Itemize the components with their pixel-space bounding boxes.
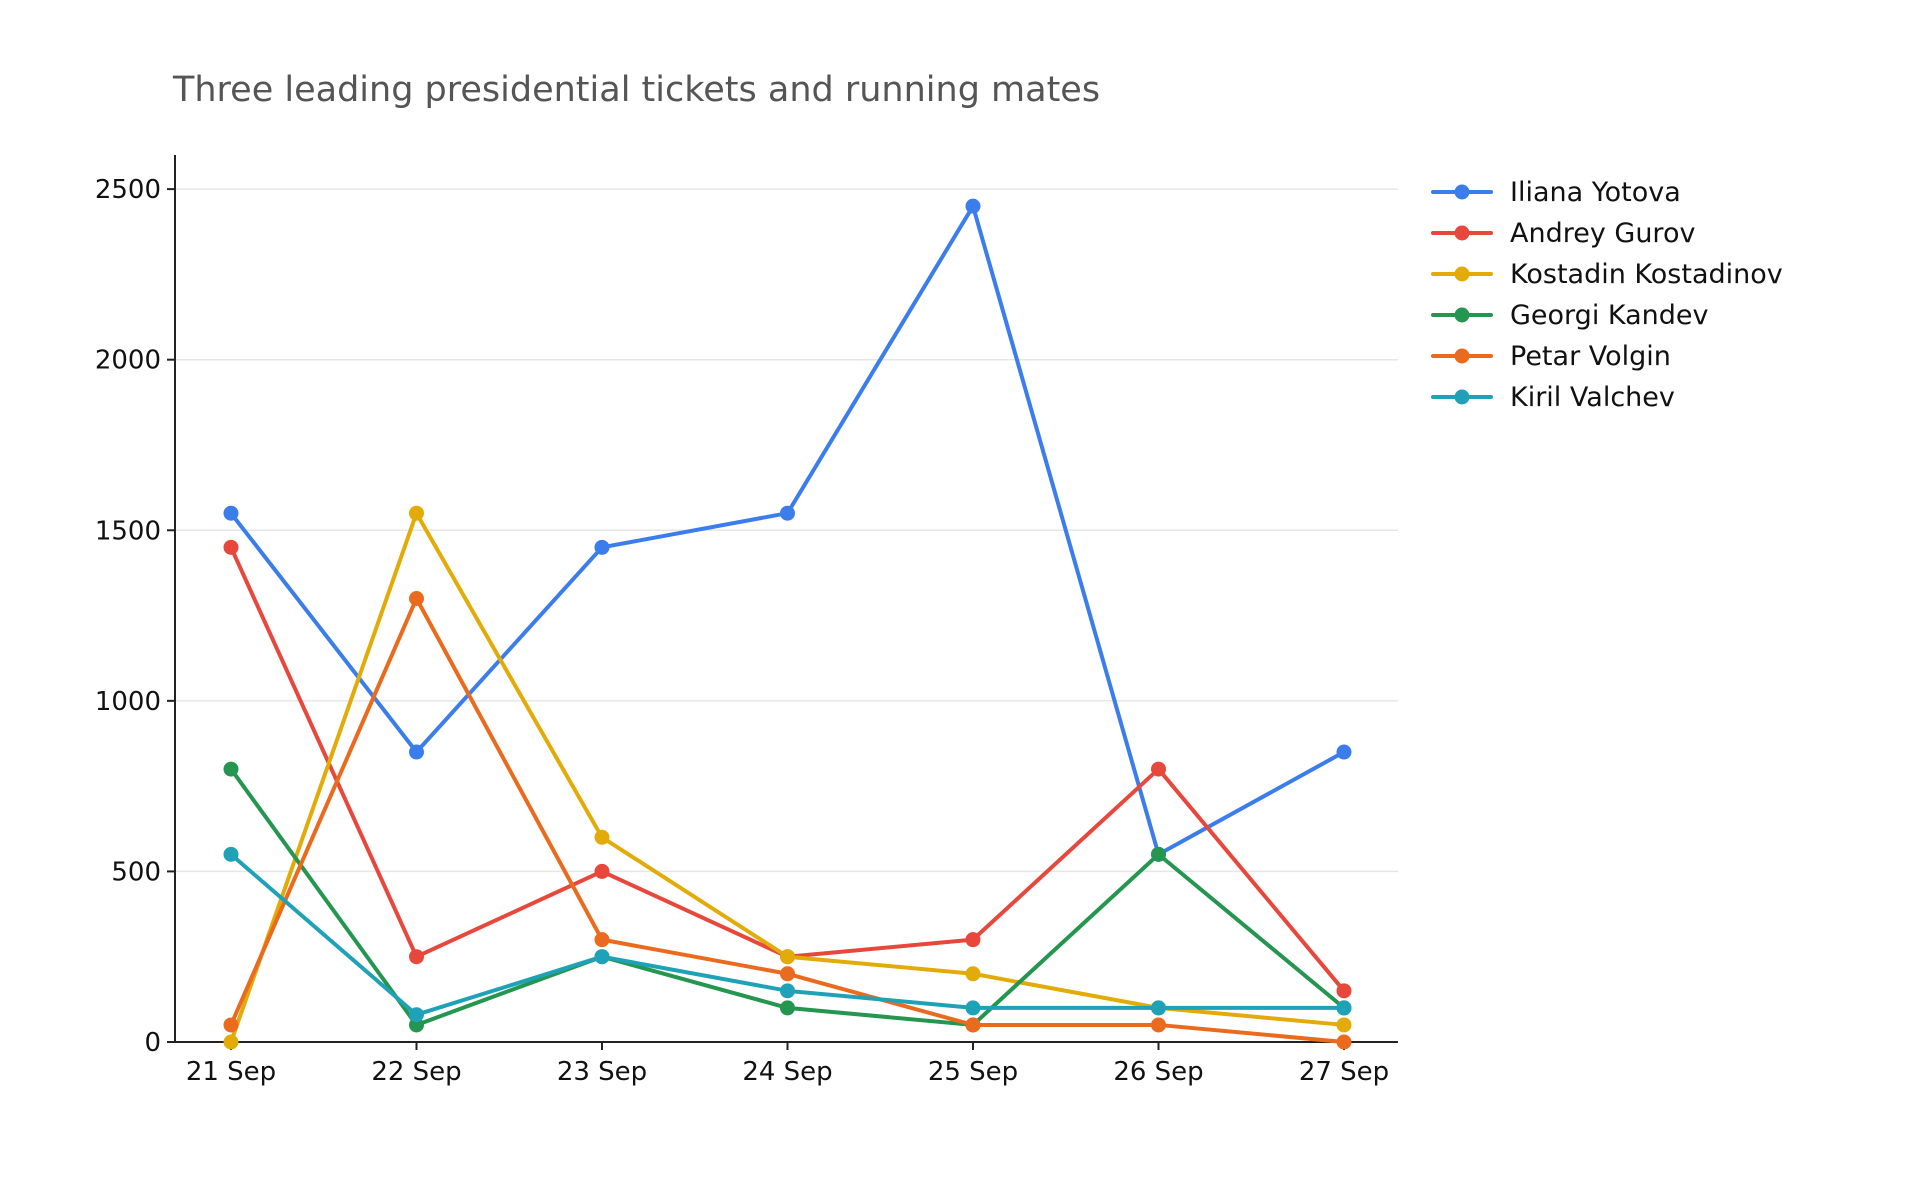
- legend-swatch-marker: [1454, 184, 1470, 200]
- x-tick-label: 25 Sep: [928, 1057, 1018, 1087]
- data-point: [409, 744, 424, 760]
- data-point: [409, 949, 424, 965]
- legend-item: Iliana Yotova: [1431, 177, 1681, 208]
- y-tick-label: 2500: [95, 175, 161, 205]
- legend-label: Iliana Yotova: [1510, 177, 1681, 208]
- x-tick-label: 22 Sep: [371, 1057, 461, 1087]
- x-tick-label: 23 Sep: [557, 1057, 647, 1087]
- data-point: [1151, 761, 1166, 777]
- data-point: [594, 829, 610, 845]
- legend-label: Kiril Valchev: [1510, 382, 1675, 413]
- legend-swatch-marker: [1454, 266, 1470, 282]
- data-point: [594, 539, 610, 555]
- data-point: [1151, 1000, 1166, 1016]
- legend-item: Andrey Gurov: [1431, 218, 1695, 249]
- legend-swatch-marker: [1454, 348, 1470, 364]
- data-point: [1151, 1017, 1166, 1033]
- data-point: [223, 1034, 239, 1050]
- legend-item: Georgi Kandev: [1431, 300, 1709, 331]
- legend-swatch-marker: [1454, 225, 1470, 241]
- data-point: [965, 1000, 981, 1016]
- legend-swatch-marker: [1454, 389, 1470, 405]
- legend: Iliana Yotova Andrey Gurov Kostadin Kostad…: [1431, 177, 1783, 413]
- legend-item: Petar Volgin: [1431, 341, 1671, 372]
- chart-title: Three leading presidential tickets and r…: [172, 70, 1100, 110]
- data-point: [409, 1007, 424, 1023]
- data-point: [965, 1017, 981, 1033]
- data-point: [780, 949, 795, 965]
- axes: 0 500 1000 1500 2000 2500 21 Sep 22 Sep 23 Sep 24…: [95, 155, 1398, 1087]
- data-point: [780, 505, 795, 521]
- data-point: [594, 932, 610, 948]
- series-andrey-gurov: [223, 539, 1352, 999]
- data-point: [780, 966, 795, 982]
- data-point: [965, 932, 981, 948]
- data-point: [1336, 1000, 1352, 1016]
- data-point: [1336, 983, 1352, 999]
- data-point: [594, 949, 610, 965]
- x-tick-label: 21 Sep: [186, 1057, 276, 1087]
- legend-label: Petar Volgin: [1510, 341, 1671, 372]
- data-point: [780, 983, 795, 999]
- series-petar-volgin: [223, 591, 1352, 1050]
- data-point: [223, 1017, 239, 1033]
- data-point: [223, 505, 239, 521]
- data-point: [1336, 1017, 1352, 1033]
- series-line: [229, 545, 1346, 993]
- x-tick-label: 26 Sep: [1113, 1057, 1203, 1087]
- series-kiril-valchev: [223, 846, 1352, 1023]
- data-point: [223, 846, 239, 862]
- data-point: [594, 863, 610, 879]
- y-tick-label: 500: [111, 857, 161, 887]
- data-point: [780, 1000, 795, 1016]
- data-point: [223, 539, 239, 555]
- legend-label: Andrey Gurov: [1510, 218, 1695, 249]
- legend-label: Kostadin Kostadinov: [1510, 259, 1783, 290]
- y-tick-label: 2000: [95, 346, 161, 376]
- y-tick-label: 0: [144, 1028, 161, 1058]
- data-point: [409, 505, 424, 521]
- data-point: [965, 198, 981, 214]
- y-tick-label: 1500: [95, 516, 161, 546]
- data-point: [965, 966, 981, 982]
- data-point: [1336, 1034, 1352, 1050]
- data-point: [409, 591, 424, 606]
- legend-swatch-marker: [1454, 307, 1470, 323]
- gridlines: [175, 188, 1398, 873]
- legend-label: Georgi Kandev: [1510, 300, 1709, 331]
- y-tick-label: 1000: [95, 687, 161, 717]
- legend-item: Kostadin Kostadinov: [1431, 259, 1783, 290]
- series-lines: [223, 198, 1352, 1050]
- x-tick-label: 27 Sep: [1299, 1057, 1389, 1087]
- legend-item: Kiril Valchev: [1431, 382, 1675, 413]
- data-point: [1151, 846, 1166, 862]
- data-point: [223, 761, 239, 777]
- data-point: [1336, 744, 1352, 760]
- x-tick-label: 24 Sep: [742, 1057, 832, 1087]
